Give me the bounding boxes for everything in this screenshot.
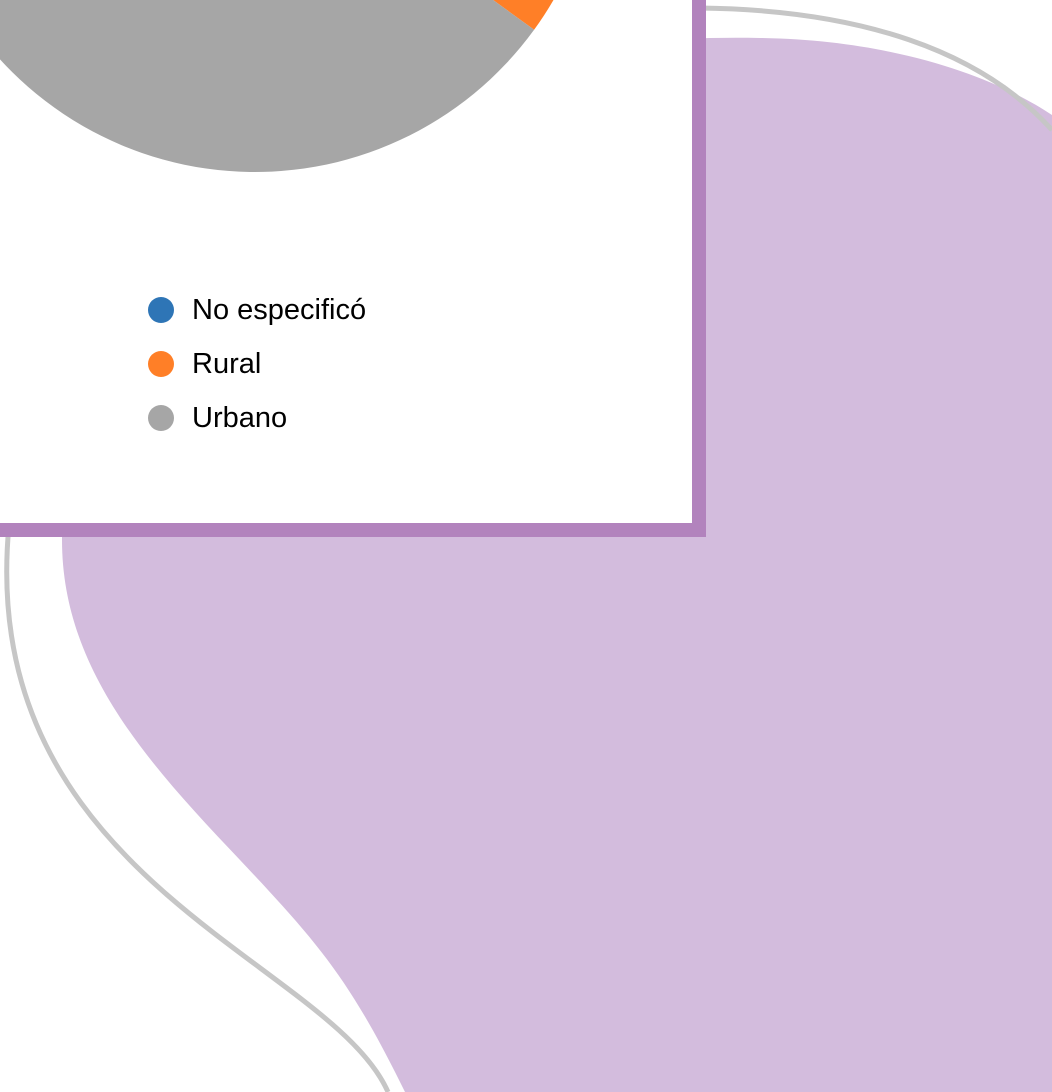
legend-item-1: Rural	[148, 337, 366, 391]
chart-legend: No especificó Rural Urbano	[148, 283, 366, 445]
legend-item-0: No especificó	[148, 283, 366, 337]
legend-label: No especificó	[192, 293, 367, 326]
legend-swatch-icon	[148, 297, 174, 323]
pie-slice-2	[0, 0, 535, 172]
legend-swatch-icon	[148, 405, 174, 431]
pie-slices	[0, 0, 554, 172]
legend-item-2: Urbano	[148, 391, 366, 445]
chart-card: No especificó Rural Urbano	[0, 0, 706, 537]
pie-slice-1	[493, 0, 554, 30]
pie-chart	[0, 0, 554, 172]
legend-label: Urbano	[192, 401, 288, 434]
grey-outline-curve	[4, 5, 1052, 1092]
legend-swatch-icon	[148, 351, 174, 377]
legend-label: Rural	[192, 347, 262, 380]
